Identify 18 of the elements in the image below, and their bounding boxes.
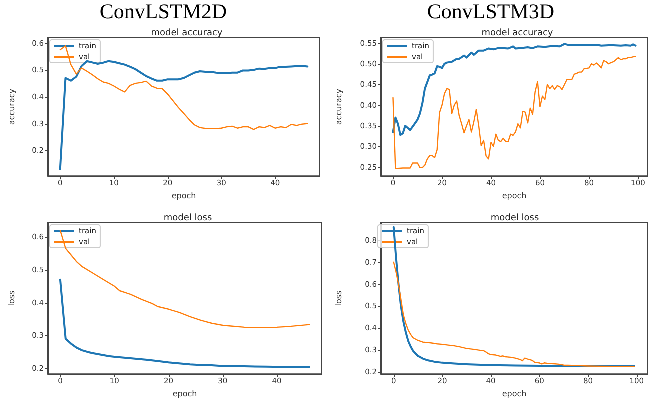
text: ConvLSTM2D xyxy=(100,0,228,24)
y-axis-title: loss xyxy=(8,290,16,306)
chart-title: model loss xyxy=(164,214,212,224)
line-series xyxy=(59,278,311,368)
chart-title: model loss xyxy=(490,214,540,224)
x-axis-title: epoch xyxy=(172,390,198,398)
chart-title: model accuracy xyxy=(482,28,554,38)
y-axis-title: loss xyxy=(334,290,344,306)
text: ConvLSTM3D xyxy=(427,0,555,24)
x-axis-title: epoch xyxy=(502,390,527,398)
line-series xyxy=(392,43,637,136)
line-series xyxy=(59,60,309,170)
y-axis-title: accuracy xyxy=(334,88,344,126)
chart-title: model accuracy xyxy=(151,28,224,38)
line-series xyxy=(393,262,635,368)
x-axis-title: epoch xyxy=(502,192,527,200)
x-axis-title: epoch xyxy=(172,192,196,200)
y-axis-title: accuracy xyxy=(8,88,16,126)
